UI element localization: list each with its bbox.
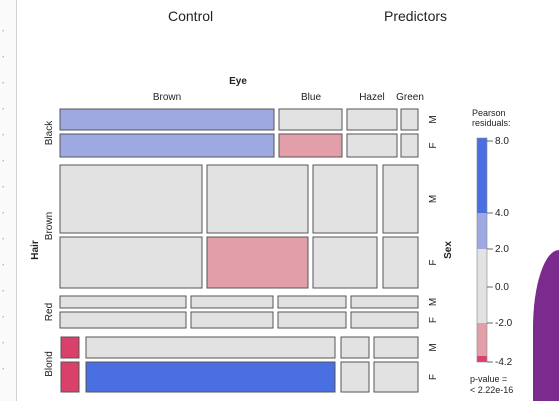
panel-tick: ’ (2, 367, 5, 375)
mosaic-cell-red-f-green (350, 311, 419, 329)
panel-tick: ’ (2, 159, 5, 167)
mosaic-cell-blond-f-blue (85, 361, 336, 393)
mosaic-cell-blond-f-green (373, 361, 419, 393)
mosaic-cell-blond-m-blue (85, 336, 336, 359)
mosaic-cell-red-m-brown (59, 295, 187, 309)
legend-bar-outline (476, 137, 488, 363)
hair-level-label: Brown (44, 212, 55, 240)
mosaic-cell-red-f-hazel (277, 311, 347, 329)
mosaic-cell-brown-f-green (382, 236, 419, 289)
sex-level-label: F (428, 374, 439, 380)
mosaic-cell-brown-m-brown (59, 164, 203, 234)
eye-level-label: Hazel (359, 92, 385, 103)
mosaic-cell-red-m-blue (190, 295, 274, 309)
panel-tick: ’ (2, 289, 5, 297)
mosaic-cell-brown-m-blue (206, 164, 309, 234)
legend-tick-label: 0.0 (495, 282, 509, 293)
legend-color-segment (477, 138, 487, 213)
panel-tick: ’ (2, 185, 5, 193)
panel-tick: ’ (2, 55, 5, 63)
hair-level-label: Black (44, 120, 55, 145)
mosaic-cell-brown-m-hazel (312, 164, 378, 234)
panel-tick: ’ (2, 107, 5, 115)
left-panel-edge: ’ ’ ’ ’ ’ ’ ’ ’ ’ ’ ’ ’ ’ ’ (0, 0, 17, 401)
legend-tick-label: 4.0 (495, 208, 509, 219)
legend-color-segment (477, 356, 487, 362)
sex-level-label: M (428, 195, 439, 203)
mosaic-cell-red-m-hazel (277, 295, 347, 309)
sex-level-label: M (428, 343, 439, 351)
mosaic-cell-brown-f-brown (59, 236, 203, 289)
mosaic-cell-blond-m-brown (60, 336, 80, 359)
hair-level-label: Red (44, 303, 55, 321)
sex-level-label: F (428, 142, 439, 148)
legend-title: Pearson (472, 108, 506, 118)
legend-tick-label: -4.2 (495, 357, 513, 368)
eye-level-label: Green (396, 92, 424, 103)
mosaic-cell-blond-f-hazel (340, 361, 370, 393)
mosaic-cell-black-m-green (400, 108, 419, 131)
p-value-value: < 2.22e-16 (470, 385, 513, 395)
mosaic-cell-black-f-blue (278, 133, 343, 158)
legend-tick-label: 2.0 (495, 244, 509, 255)
sex-level-label: F (428, 259, 439, 265)
legend-color-segment (477, 323, 487, 356)
mosaic-cell-blond-m-hazel (340, 336, 370, 359)
panel-tick: ’ (2, 211, 5, 219)
sex-level-label: M (428, 115, 439, 123)
sex-level-label: M (428, 298, 439, 306)
p-value-label: p-value = (470, 374, 507, 384)
eye-axis-label: Eye (229, 76, 247, 87)
hair-axis-label: Hair (30, 240, 41, 260)
legend-color-segment (477, 213, 487, 249)
mosaic-cell-red-f-brown (59, 311, 187, 329)
panel-tick: ’ (2, 341, 5, 349)
mosaic-cell-black-f-hazel (346, 133, 398, 158)
mosaic-cell-blond-m-green (373, 336, 419, 359)
mosaic-cell-blond-f-brown (60, 361, 80, 393)
mosaic-cell-red-f-blue (190, 311, 274, 329)
mosaic-cell-brown-f-blue (206, 236, 309, 289)
mosaic-cell-brown-f-hazel (312, 236, 378, 289)
legend-title: residuals: (472, 118, 511, 128)
panel-tick: ’ (2, 237, 5, 245)
panel-tick: ’ (2, 263, 5, 271)
mosaic-cell-brown-m-green (382, 164, 419, 234)
eye-level-label: Blue (301, 92, 321, 103)
mosaic-cell-black-m-brown (59, 108, 275, 131)
mosaic-cell-black-f-brown (59, 133, 275, 158)
control-heading: Control (168, 8, 214, 24)
predictors-heading: Predictors (384, 8, 448, 24)
legend-color-segment (477, 249, 487, 323)
sex-axis-label: Sex (443, 241, 454, 259)
legend-tick-label: -2.0 (495, 318, 513, 329)
legend-tick-label: 8.0 (495, 136, 509, 147)
panel-tick: ’ (2, 315, 5, 323)
panel-tick: ’ (2, 29, 5, 37)
mosaic-cell-black-m-hazel (346, 108, 398, 131)
mosaic-cell-red-m-green (350, 295, 419, 309)
panel-tick: ’ (2, 133, 5, 141)
mosaic-cell-black-f-green (400, 133, 419, 158)
hair-level-label: Blond (44, 351, 55, 377)
sex-level-label: F (428, 317, 439, 323)
eye-level-label: Brown (153, 92, 181, 103)
mosaic-cell-black-m-blue (278, 108, 343, 131)
panel-tick: ’ (2, 81, 5, 89)
